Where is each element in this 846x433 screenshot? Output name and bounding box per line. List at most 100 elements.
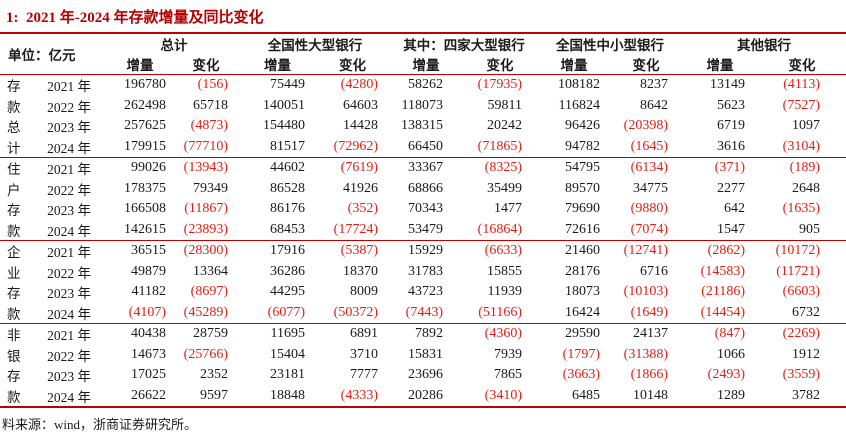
value-cell: 16424 [565,304,600,320]
value-cell: 41182 [131,284,166,300]
value-cell: 23696 [408,367,443,383]
value-cell: 44295 [270,284,305,300]
year-cell: 2022 年 [47,99,91,115]
value-cell: (72962) [333,138,378,154]
value-cell: (1645) [630,138,668,154]
table-row: 银 2022 年 14673 (25766) 15404 3710 15831 7939 (17… [0,345,846,366]
row-group-label-char: 银 [7,348,21,364]
column-group-four-large-banks: 其中：四家大型银行 [403,38,525,53]
value-cell: 7777 [350,367,378,383]
value-cell: (4113) [783,77,820,93]
value-cell: (10103) [623,284,668,300]
value-cell: 14673 [131,346,166,362]
value-cell: 1477 [494,201,522,217]
year-cell: 2021 年 [47,79,91,95]
value-cell: (4873) [190,118,228,134]
year-cell: 2024 年 [47,140,91,156]
value-cell: (2493) [707,367,745,383]
year-cell: 2023 年 [47,120,91,136]
value-cell: (6134) [610,157,682,179]
value-cell: 75449 [270,77,305,93]
value-cell: 86528 [270,180,305,196]
value-cell: 21460 [538,240,610,262]
value-cell: 79690 [565,201,600,217]
value-cell: (156) [197,77,228,93]
value-cell: 68866 [408,180,443,196]
row-group-label-char: 非 [0,323,30,345]
row-group-label-char: 户 [7,182,21,198]
value-cell: 58262 [408,77,443,93]
year-cell: 2021 年 [30,240,108,262]
value-cell: 15855 [487,263,522,279]
value-cell: 89570 [565,180,600,196]
value-cell: 179915 [124,138,166,154]
value-cell: (2862) [682,240,758,262]
year-cell: 2021 年 [30,157,108,179]
value-cell: 3710 [350,346,378,362]
table-row: 存 2021 年 196780 (156) 75449 (4280) 58262 (17935… [0,75,846,96]
value-cell: 36515 [108,240,172,262]
value-cell: (189) [758,157,846,179]
value-cell: 1097 [792,118,820,134]
value-cell: (14454) [700,304,745,320]
value-cell: (10172) [758,240,846,262]
value-cell: (2269) [758,323,846,345]
value-cell: 35499 [487,180,522,196]
value-cell: (17724) [333,221,378,237]
value-cell: 2277 [717,180,745,196]
value-cell: 11695 [240,323,315,345]
value-cell: 5623 [717,97,745,113]
value-cell: (7074) [630,221,668,237]
value-cell: (847) [682,323,758,345]
table-row: 款 2024 年 26622 9597 18848 (4333) 20286 (3410) 64… [0,386,846,408]
value-cell: 53479 [408,221,443,237]
value-cell: 138315 [401,118,443,134]
row-group-label-char: 存 [7,203,21,219]
table-body: 存 2021 年 196780 (156) 75449 (4280) 58262 (17935… [0,75,846,408]
value-cell: 99026 [108,157,172,179]
table-row: 非 2021 年 40438 28759 11695 6891 7892 (4360) 2959… [0,323,846,345]
value-cell: (13943) [172,157,240,179]
value-cell: 1912 [792,346,820,362]
value-cell: 34775 [633,180,668,196]
value-cell: (16864) [477,221,522,237]
value-cell: (1635) [782,201,820,217]
value-cell: (28300) [172,240,240,262]
value-cell: (3663) [562,367,600,383]
value-cell: 33367 [390,157,462,179]
value-cell: 15831 [408,346,443,362]
value-cell: (77710) [183,138,228,154]
row-group-label-char: 总 [7,120,21,136]
table-row: 存 2023 年 41182 (8697) 44295 8009 43723 11939 180… [0,282,846,303]
value-cell: 18848 [270,387,305,403]
value-cell: 166508 [124,201,166,217]
value-cell: 20286 [408,387,443,403]
value-cell: 10148 [633,387,668,403]
value-cell: (21186) [701,284,745,300]
year-cell: 2022 年 [47,265,91,281]
value-cell: (71865) [477,138,522,154]
value-cell: 68453 [270,221,305,237]
year-cell: 2024 年 [47,223,91,239]
value-cell: 36286 [270,263,305,279]
unit-label: 单位：亿元 [0,33,108,75]
value-cell: 44602 [240,157,315,179]
subheader-increment: 增量 [682,54,758,75]
row-group-label-char: 款 [7,223,21,239]
value-cell: 6716 [640,263,668,279]
value-cell: 140051 [263,97,305,113]
value-cell: 31783 [408,263,443,279]
table-row: 业 2022 年 49879 13364 36286 18370 31783 15855 281… [0,262,846,283]
value-cell: 905 [799,221,820,237]
table-row: 存 2023 年 17025 2352 23181 7777 23696 7865 (3663)… [0,365,846,386]
value-cell: (3410) [484,387,522,403]
value-cell: 3616 [717,138,745,154]
value-cell: (4333) [340,387,378,403]
value-cell: (50372) [333,304,378,320]
value-cell: (4360) [462,323,538,345]
source-note: 料来源：wind，浙商证券研究所。 [2,417,198,432]
row-group-label-char: 款 [7,389,21,405]
value-cell: 1289 [717,387,745,403]
table-row: 计 2024 年 179915 (77710) 81517 (72962) 66450 (71… [0,137,846,158]
value-cell: 154480 [263,118,305,134]
